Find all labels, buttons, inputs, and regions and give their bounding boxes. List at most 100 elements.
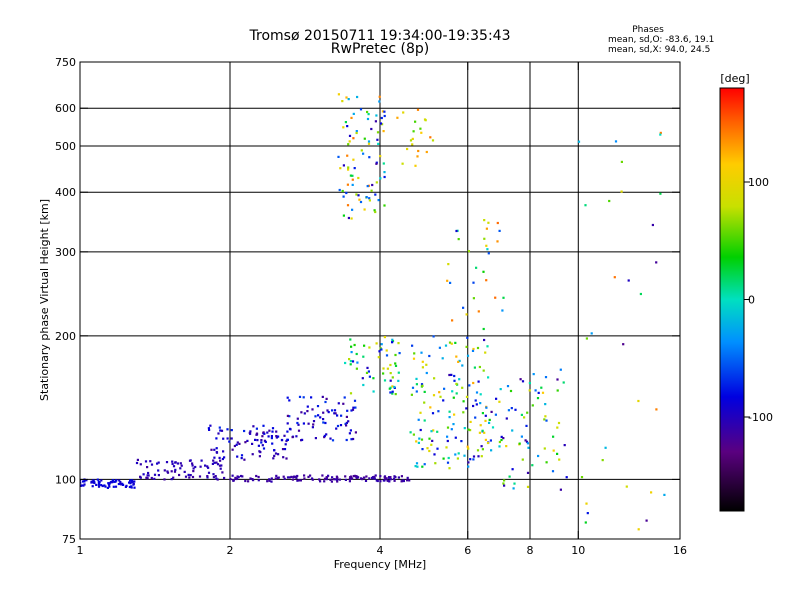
data-point	[449, 281, 452, 284]
data-point	[347, 420, 350, 423]
data-point	[375, 114, 378, 117]
data-point	[133, 480, 136, 483]
data-point	[423, 463, 426, 466]
data-point	[442, 399, 445, 402]
data-point	[465, 395, 469, 398]
data-point	[452, 396, 455, 399]
data-point	[472, 455, 476, 458]
data-point	[496, 240, 499, 243]
data-point	[393, 479, 396, 482]
data-point	[349, 174, 352, 177]
data-point	[429, 136, 432, 139]
data-point	[393, 475, 396, 478]
data-point	[373, 209, 376, 212]
data-point	[478, 431, 481, 434]
data-point	[346, 409, 349, 412]
data-point	[291, 478, 294, 481]
data-point	[135, 461, 139, 465]
data-point	[347, 166, 350, 169]
data-point	[163, 469, 166, 472]
data-point	[448, 341, 452, 344]
data-point	[415, 462, 419, 465]
data-point	[460, 440, 463, 443]
data-point	[316, 405, 320, 408]
data-point	[345, 438, 348, 442]
data-point	[472, 281, 475, 284]
data-point	[356, 95, 359, 99]
data-point	[419, 428, 422, 432]
data-point	[414, 120, 417, 123]
data-point	[348, 358, 351, 361]
data-point	[96, 478, 99, 481]
data-point	[337, 93, 340, 96]
data-point	[457, 452, 460, 455]
data-point	[414, 164, 417, 167]
data-point	[536, 397, 540, 400]
data-point	[231, 474, 234, 477]
data-point	[584, 204, 587, 207]
data-point	[171, 460, 174, 463]
data-point	[394, 353, 397, 357]
data-point	[465, 345, 468, 348]
data-point	[319, 416, 322, 419]
data-point	[383, 171, 386, 174]
data-point	[314, 437, 317, 440]
data-point	[420, 438, 424, 441]
data-point	[417, 418, 420, 421]
data-point	[241, 475, 244, 478]
data-point	[207, 466, 210, 469]
data-point	[423, 390, 426, 393]
data-point	[344, 121, 347, 124]
data-point	[601, 459, 604, 462]
data-point	[220, 429, 224, 432]
data-point	[353, 343, 356, 347]
data-point	[378, 350, 381, 353]
data-point	[130, 485, 133, 488]
data-point	[383, 476, 386, 479]
data-point	[346, 183, 349, 186]
phase-info-o: mean, sd,O: -83.6, 19.1	[608, 35, 714, 45]
data-point	[194, 465, 197, 469]
data-point	[214, 475, 217, 478]
data-point	[351, 183, 354, 186]
data-point	[321, 395, 324, 398]
x-tick-label: 1	[77, 544, 84, 557]
data-point	[498, 229, 501, 232]
data-point	[368, 477, 371, 480]
data-point	[503, 479, 506, 482]
chart-subtitle: RwPretec (8p)	[331, 41, 429, 57]
data-point	[298, 479, 301, 482]
data-point	[323, 477, 327, 480]
data-point	[108, 482, 111, 485]
data-point	[219, 467, 222, 470]
data-point	[119, 481, 122, 484]
data-point	[479, 393, 482, 396]
data-point	[637, 528, 640, 531]
data-point	[431, 139, 435, 142]
data-point	[484, 351, 487, 354]
data-point	[114, 485, 118, 488]
data-point	[187, 473, 190, 476]
data-point	[396, 116, 399, 119]
data-point	[207, 427, 210, 430]
data-point	[348, 477, 351, 480]
data-point	[184, 475, 188, 478]
data-point	[659, 131, 662, 134]
data-point	[92, 481, 95, 484]
data-point	[521, 380, 525, 383]
data-point	[512, 487, 515, 490]
data-point	[228, 440, 231, 443]
data-point	[309, 474, 312, 477]
data-point	[290, 475, 293, 478]
data-point	[365, 475, 368, 478]
data-point	[394, 364, 398, 367]
data-point	[645, 519, 648, 522]
data-point	[349, 363, 352, 366]
x-tick-label: 4	[377, 544, 384, 557]
data-point	[200, 459, 203, 462]
data-point	[498, 440, 501, 444]
data-point	[551, 470, 555, 473]
data-point	[379, 177, 382, 180]
data-point	[409, 139, 413, 142]
data-point	[502, 482, 505, 485]
